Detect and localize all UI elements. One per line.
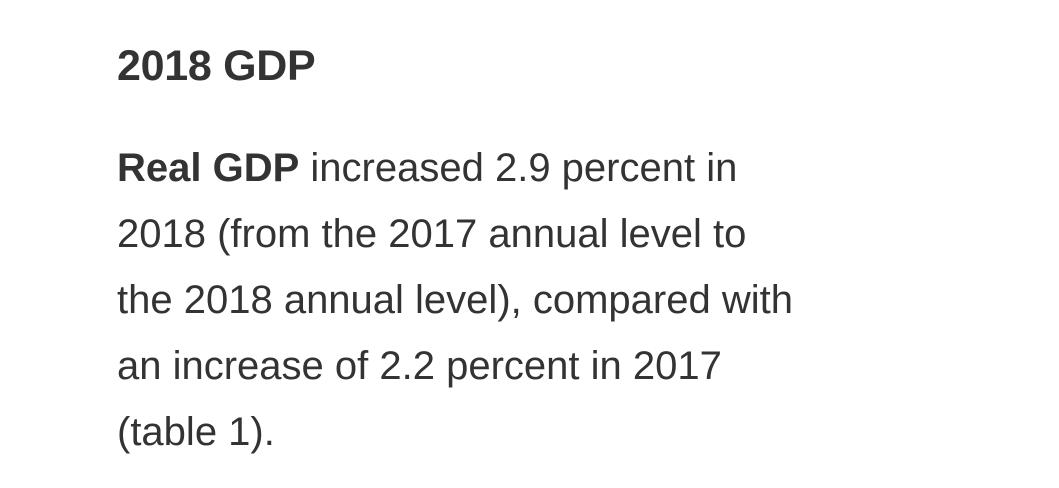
paragraph-line-4: an increase of 2.2 percent in 2017 bbox=[117, 344, 722, 388]
section-heading: 2018 GDP bbox=[117, 42, 316, 90]
document-section: 2018 GDP Real GDP increased 2.9 percent … bbox=[117, 36, 937, 465]
paragraph-line-1-text: increased 2.9 percent in bbox=[299, 146, 738, 190]
paragraph-line-5: (table 1). bbox=[117, 410, 275, 454]
emphasis-real-gdp: Real GDP bbox=[117, 146, 300, 190]
paragraph-line-2: 2018 (from the 2017 annual level to bbox=[117, 212, 747, 256]
body-paragraph: Real GDP increased 2.9 percent in 2018 (… bbox=[117, 135, 937, 465]
paragraph-line-3: the 2018 annual level), compared with bbox=[117, 278, 793, 322]
paragraph-line-1: Real GDP increased 2.9 percent in bbox=[117, 135, 937, 201]
